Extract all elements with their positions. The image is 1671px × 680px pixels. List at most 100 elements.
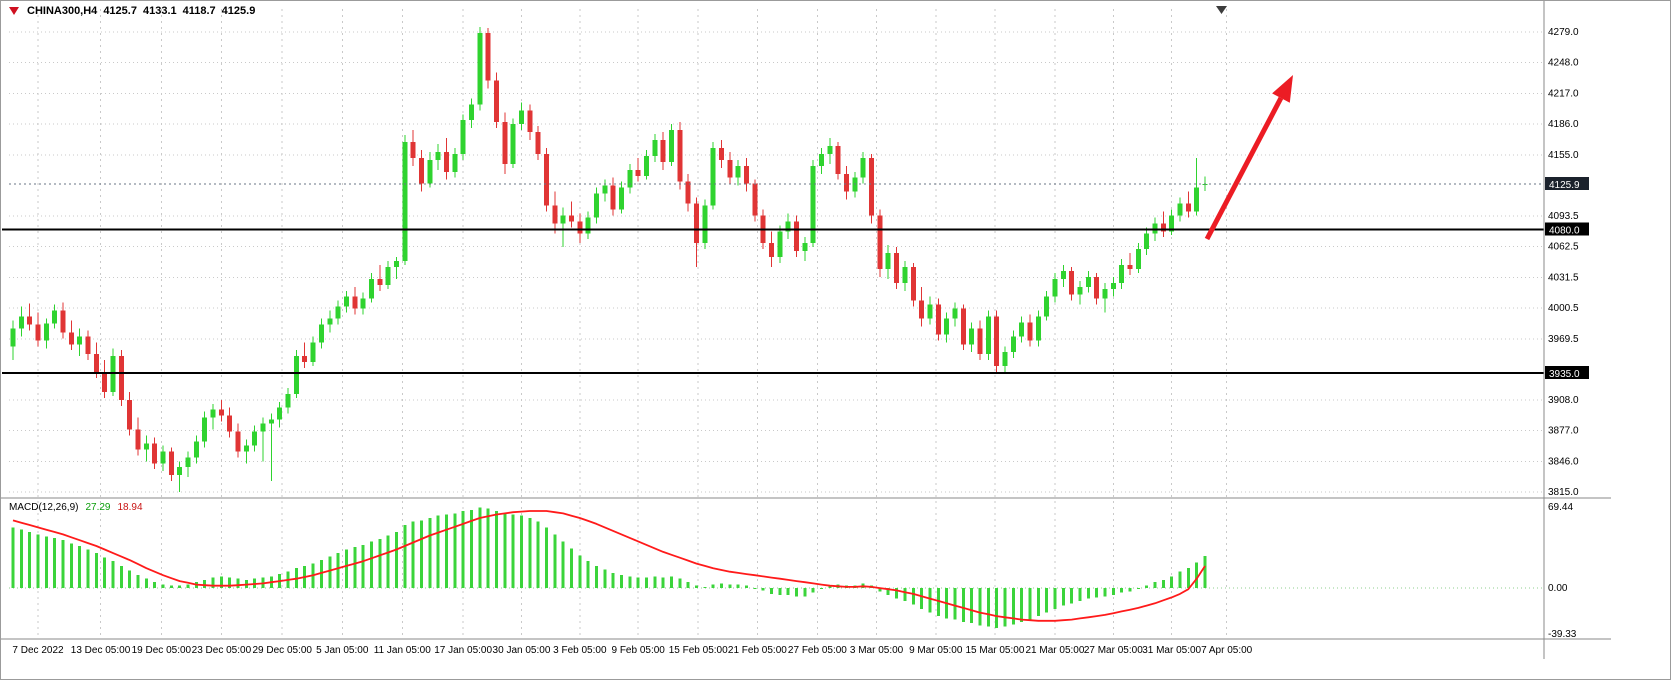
macd-bar	[428, 518, 432, 589]
trend-arrow[interactable]	[1204, 75, 1293, 241]
macd-bar	[61, 540, 65, 589]
macd-bar	[661, 577, 665, 589]
candle-down	[168, 451, 174, 476]
macd-bar	[561, 541, 565, 589]
candle-down	[719, 147, 725, 160]
macd-bar	[761, 588, 765, 591]
candle-up	[160, 451, 166, 464]
candle-down	[577, 221, 583, 234]
time-axis-label: 23 Dec 05:00	[192, 645, 252, 656]
macd-bar	[461, 511, 465, 589]
candle-up	[619, 187, 625, 210]
candle-down	[102, 372, 108, 392]
candle-down	[694, 203, 700, 244]
candle-up	[277, 407, 283, 420]
macd-bar	[394, 532, 398, 589]
price-axis-label: 4248.0	[1548, 58, 1579, 69]
candle-up	[1019, 322, 1025, 337]
macd-bar	[353, 547, 357, 589]
chart-shift-marker-icon[interactable]	[1216, 6, 1227, 14]
time-axis-label: 15 Feb 05:00	[669, 645, 728, 656]
macd-bar	[386, 535, 390, 589]
current-price-tag-label: 4125.9	[1549, 180, 1580, 191]
candle-down	[844, 173, 850, 192]
macd-bar	[711, 584, 715, 589]
candle-down	[235, 431, 241, 452]
macd-bar	[795, 588, 799, 597]
macd-bar	[503, 513, 507, 589]
macd-bar	[511, 514, 515, 589]
macd-bar	[603, 569, 607, 589]
candle-up	[1052, 278, 1058, 297]
candle-up	[202, 417, 208, 442]
candle-down	[302, 356, 308, 363]
candle-down	[35, 324, 41, 341]
candle-down	[877, 215, 883, 269]
macd-bar	[78, 546, 82, 589]
candle-up	[185, 457, 191, 468]
price-axis-label: 3969.5	[1548, 334, 1579, 345]
time-axis-label: 17 Jan 05:00	[434, 645, 492, 656]
macd-bar	[986, 588, 990, 627]
candle-up	[368, 278, 374, 299]
candle-up	[10, 328, 16, 347]
price-axis-label: 4093.5	[1548, 211, 1579, 222]
time-axis-label: 9 Feb 05:00	[611, 645, 665, 656]
candle-down	[727, 159, 733, 178]
macd-bar	[770, 588, 774, 594]
candle-up	[210, 409, 216, 418]
candle-up	[1144, 233, 1150, 250]
macd-signal-value: 18.94	[117, 502, 143, 513]
time-axis-label: 15 Mar 05:00	[965, 645, 1024, 656]
candle-down	[794, 221, 800, 252]
candle-down	[352, 296, 358, 309]
candle-up	[1002, 352, 1008, 367]
macd-bar	[811, 588, 815, 593]
candle-down	[869, 157, 875, 216]
candle-up	[827, 146, 833, 154]
macd-bar	[361, 544, 365, 589]
macd-bar	[670, 576, 674, 589]
macd-bar	[828, 585, 832, 589]
trend-arrow-shaft[interactable]	[1204, 96, 1284, 241]
macd-bar	[19, 529, 23, 589]
price-axis-label: 4186.0	[1548, 119, 1579, 130]
macd-bar	[1186, 568, 1190, 589]
candle-down	[994, 316, 1000, 367]
symbol-timeframe-label: CHINA300,H4	[27, 5, 98, 17]
macd-bar	[528, 518, 532, 589]
macd-signal-line	[12, 510, 1206, 622]
candle-up	[468, 104, 474, 121]
candle-up	[327, 318, 333, 325]
candle-up	[819, 153, 825, 166]
macd-bar	[628, 576, 632, 589]
macd-bar	[219, 576, 223, 589]
macd-bar	[319, 560, 323, 589]
macd-bar	[620, 575, 624, 589]
macd-bar	[444, 514, 448, 589]
candle-down	[977, 328, 983, 355]
macd-bar	[1061, 588, 1065, 606]
candle-up	[810, 165, 816, 244]
time-axis-label: 31 Mar 05:00	[1142, 645, 1201, 656]
price-axis-label: 4062.5	[1548, 242, 1579, 253]
candle-down	[60, 310, 66, 333]
candle-up	[385, 266, 391, 285]
candle-down	[485, 32, 491, 81]
macd-bar	[53, 537, 57, 589]
candle-down	[93, 354, 99, 373]
level-price-tag	[1545, 222, 1589, 236]
candle-up	[1110, 282, 1116, 289]
candle-up	[177, 467, 183, 476]
time-axis-label: 21 Feb 05:00	[728, 645, 787, 656]
macd-bar	[1078, 588, 1082, 601]
trend-arrow-head[interactable]	[1272, 75, 1293, 103]
candle-up	[652, 140, 658, 156]
price-axis-label: 4031.5	[1548, 272, 1579, 283]
time-axis-label: 21 Mar 05:00	[1025, 645, 1084, 656]
candle-down	[68, 332, 74, 345]
macd-bar	[1111, 588, 1115, 596]
macd-bar	[419, 520, 423, 589]
